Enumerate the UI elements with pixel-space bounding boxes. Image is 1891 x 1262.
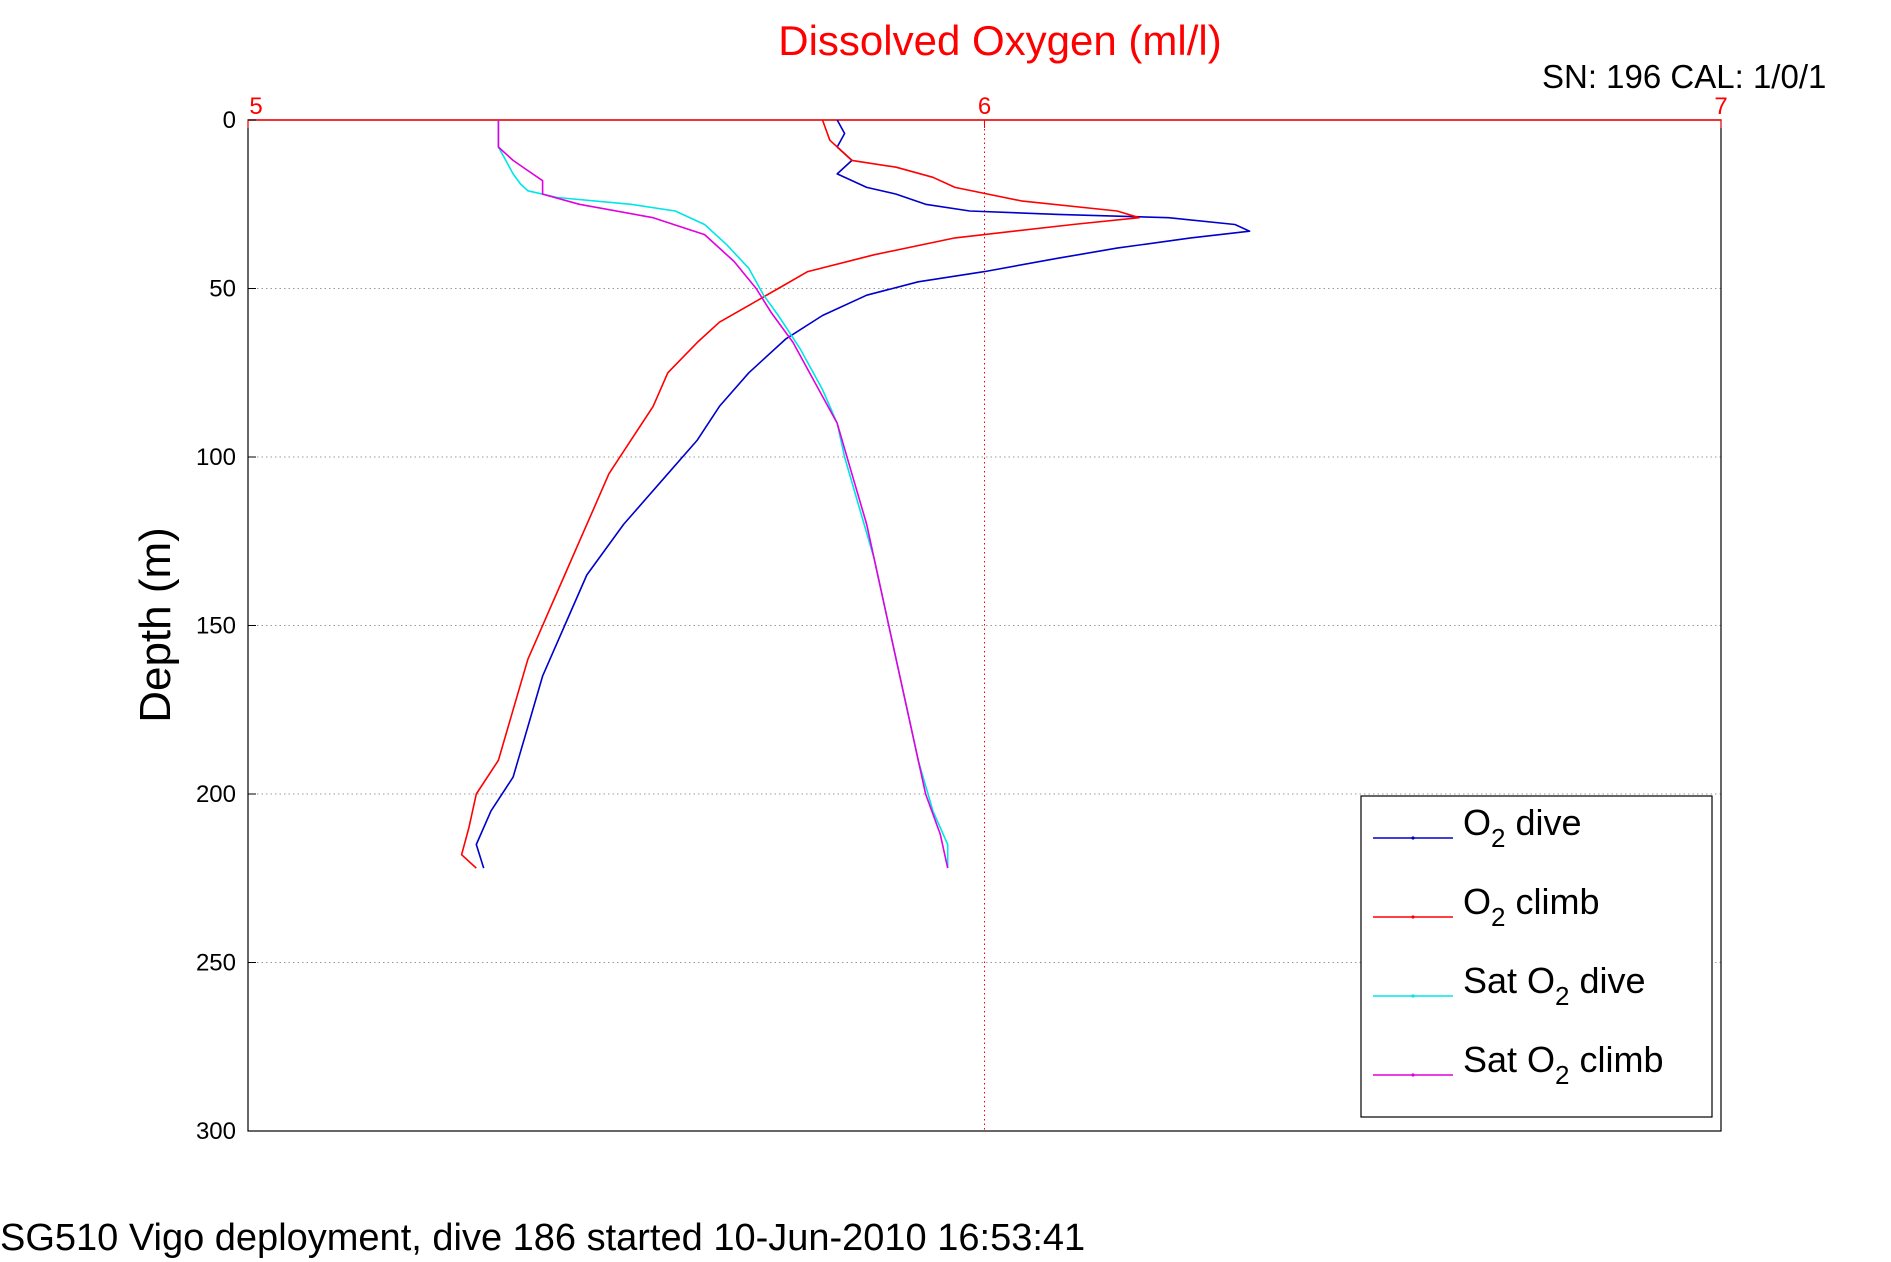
legend-marker [1411,836,1415,840]
x-tick-label: 5 [249,93,262,120]
legend-label: Sat O2 climb [1463,1039,1664,1090]
x-tick-label: 6 [978,93,991,120]
y-axis-label: Depth (m) [131,527,180,723]
legend-label: Sat O2 dive [1463,960,1646,1011]
legend-marker [1411,994,1415,998]
series-lines [460,119,1251,869]
legend-box [1360,795,1713,1118]
y-tick-label: 300 [196,1118,236,1145]
y-tick-label: 0 [223,107,236,134]
chart-title: Dissolved Oxygen (ml/l) [778,17,1221,64]
legend-label: O2 climb [1463,881,1600,932]
legend-marker [1411,1073,1415,1077]
calibration-label: SN: 196 CAL: 1/0/1 [1542,58,1826,95]
footer-caption: SG510 Vigo deployment, dive 186 started … [0,1217,1085,1259]
series-line-4 [497,120,949,869]
y-tick-label: 200 [196,781,236,808]
series-line-3 [497,120,949,869]
y-tick-label: 50 [209,276,236,303]
x-axis-ticks: 5 6 7 [247,93,1728,128]
y-tick-label: 150 [196,613,236,640]
y-tick-label: 100 [196,444,236,471]
y-axis-ticks: 0 50 100 150 200 250 300 [196,107,256,1145]
legend-label: O2 dive [1463,802,1582,853]
grid-lines [248,120,1721,1131]
legend-marker [1411,915,1415,919]
series-line-1 [475,119,1251,869]
x-tick-label: 7 [1714,93,1727,120]
y-tick-label: 250 [196,950,236,977]
legend: O2 dive O2 climb Sat O2 dive Sat O2 climb [1360,795,1713,1118]
series-line-2 [460,119,1140,869]
